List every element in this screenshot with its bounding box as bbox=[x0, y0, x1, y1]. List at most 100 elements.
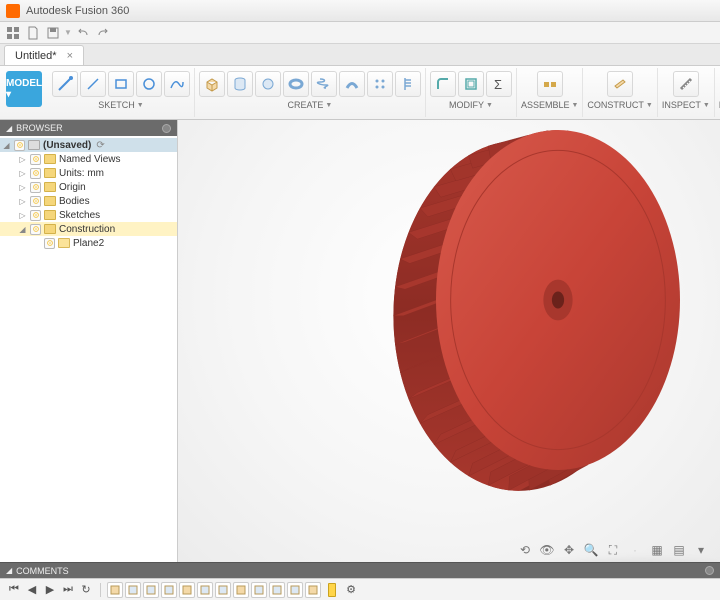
qat-dropdown-icon[interactable]: ▼ bbox=[64, 28, 72, 37]
measure-tool-button[interactable] bbox=[673, 71, 699, 97]
tree-node-bodies[interactable]: ▷Bodies bbox=[0, 194, 177, 208]
app-logo-icon bbox=[6, 4, 20, 18]
ribbon-toolbar: MODEL ▾ SKETCH▼ CREATE▼ ΣMODIFY▼ ASSEMBLE▼ C… bbox=[0, 66, 720, 120]
quick-access-toolbar: ▼ bbox=[0, 22, 720, 44]
ribbon-group-label[interactable]: MODIFY▼ bbox=[449, 100, 493, 110]
tree-node-plane2[interactable]: Plane2 bbox=[0, 236, 177, 250]
ribbon-group-sketch: SKETCH▼ bbox=[48, 68, 195, 117]
coil-tool-button[interactable] bbox=[311, 71, 337, 97]
timeline-op-6[interactable] bbox=[215, 582, 231, 598]
tree-node-named-views[interactable]: ▷Named Views bbox=[0, 152, 177, 166]
timeline-play-0[interactable]: ⏮ bbox=[6, 582, 22, 598]
pan-icon[interactable]: ✥ bbox=[560, 542, 578, 558]
browser-collapse-icon[interactable]: ◢ bbox=[6, 124, 12, 133]
timeline-play-3[interactable]: ⏭ bbox=[60, 582, 76, 598]
sphere-tool-button[interactable] bbox=[255, 71, 281, 97]
ribbon-group-label[interactable]: CONSTRUCT▼ bbox=[587, 100, 652, 110]
spline-tool-button[interactable] bbox=[164, 71, 190, 97]
pipe-tool-button[interactable] bbox=[339, 71, 365, 97]
navigation-bar: ⟲ 👁 ✥ 🔍 ⛶ · ▦ ▤ ▾ bbox=[516, 542, 710, 558]
workspace: ◢ BROWSER ◢(Unsaved)⟳▷Named Views▷Units: … bbox=[0, 120, 720, 562]
browser-header[interactable]: ◢ BROWSER bbox=[0, 120, 177, 136]
fillet-tool-button[interactable] bbox=[430, 71, 456, 97]
comments-label: COMMENTS bbox=[16, 566, 69, 576]
timeline-op-5[interactable] bbox=[197, 582, 213, 598]
browser-options-icon[interactable] bbox=[162, 124, 171, 133]
undo-icon[interactable] bbox=[74, 24, 92, 42]
tab-untitled[interactable]: Untitled* × bbox=[4, 45, 84, 65]
timeline-op-4[interactable] bbox=[179, 582, 195, 598]
timeline-op-1[interactable] bbox=[125, 582, 141, 598]
look-icon[interactable]: 👁 bbox=[538, 542, 556, 558]
tab-close-icon[interactable]: × bbox=[67, 50, 73, 62]
ribbon-group-create: CREATE▼ bbox=[195, 68, 426, 117]
sketch-tool-button[interactable] bbox=[52, 71, 78, 97]
tree-node-origin[interactable]: ▷Origin bbox=[0, 180, 177, 194]
ribbon-group-label[interactable]: CREATE▼ bbox=[288, 100, 333, 110]
camera-icon[interactable]: ▾ bbox=[692, 542, 710, 558]
browser-tree: ◢(Unsaved)⟳▷Named Views▷Units: mm▷Origin… bbox=[0, 136, 177, 252]
ribbon-group-modify: ΣMODIFY▼ bbox=[426, 68, 517, 117]
box-tool-button[interactable] bbox=[199, 71, 225, 97]
tree-node-units-mm[interactable]: ▷Units: mm bbox=[0, 166, 177, 180]
save-icon[interactable] bbox=[44, 24, 62, 42]
browser-panel: ◢ BROWSER ◢(Unsaved)⟳▷Named Views▷Units: … bbox=[0, 120, 178, 562]
orbit-icon[interactable]: ⟲ bbox=[516, 542, 534, 558]
timeline-play-1[interactable]: ◀ bbox=[24, 582, 40, 598]
data-panel-icon[interactable] bbox=[4, 24, 22, 42]
timeline-marker[interactable] bbox=[328, 583, 336, 597]
assemble-tool-button[interactable] bbox=[537, 71, 563, 97]
ribbon-group-assemble: ASSEMBLE▼ bbox=[517, 68, 583, 117]
ribbon-group-label[interactable]: ASSEMBLE▼ bbox=[521, 100, 578, 110]
timeline-op-9[interactable] bbox=[269, 582, 285, 598]
comments-bar[interactable]: ◢ COMMENTS bbox=[0, 562, 720, 578]
nav-sep: · bbox=[626, 542, 644, 558]
timeline-op-11[interactable] bbox=[305, 582, 321, 598]
tree-root[interactable]: ◢(Unsaved)⟳ bbox=[0, 138, 177, 152]
grid-icon[interactable]: ▤ bbox=[670, 542, 688, 558]
timeline-op-10[interactable] bbox=[287, 582, 303, 598]
tree-node-construction[interactable]: ◢Construction bbox=[0, 222, 177, 236]
line-tool-button[interactable] bbox=[80, 71, 106, 97]
timeline-op-3[interactable] bbox=[161, 582, 177, 598]
browser-title: BROWSER bbox=[16, 123, 63, 133]
fit-icon[interactable]: ⛶ bbox=[604, 542, 622, 558]
timeline: ⏮◀▶⏭↻ ⚙ bbox=[0, 578, 720, 600]
ribbon-group-label[interactable]: SKETCH▼ bbox=[98, 100, 143, 110]
viewport-3d[interactable]: ⟲ 👁 ✥ 🔍 ⛶ · ▦ ▤ ▾ bbox=[178, 120, 720, 562]
rect-tool-button[interactable] bbox=[108, 71, 134, 97]
circle-tool-button[interactable] bbox=[136, 71, 162, 97]
timeline-settings-icon[interactable]: ⚙ bbox=[343, 582, 359, 598]
display-icon[interactable]: ▦ bbox=[648, 542, 666, 558]
sigma-tool-button[interactable]: Σ bbox=[486, 71, 512, 97]
ribbon-group-insert: INSERT▼ bbox=[715, 68, 720, 117]
ribbon-group-inspect: INSPECT▼ bbox=[658, 68, 715, 117]
shell-tool-button[interactable] bbox=[458, 71, 484, 97]
file-icon[interactable] bbox=[24, 24, 42, 42]
document-tabs: Untitled* × bbox=[0, 44, 720, 66]
tab-label: Untitled* bbox=[15, 50, 57, 62]
timeline-play-4[interactable]: ↻ bbox=[78, 582, 94, 598]
svg-text:Σ: Σ bbox=[494, 77, 502, 92]
thread-tool-button[interactable] bbox=[395, 71, 421, 97]
workspace-switcher-button[interactable]: MODEL ▾ bbox=[6, 71, 42, 107]
app-title: Autodesk Fusion 360 bbox=[26, 5, 129, 17]
comments-collapse-icon[interactable]: ◢ bbox=[6, 566, 12, 575]
cyl-tool-button[interactable] bbox=[227, 71, 253, 97]
timeline-op-8[interactable] bbox=[251, 582, 267, 598]
ribbon-group-construct: CONSTRUCT▼ bbox=[583, 68, 657, 117]
timeline-op-0[interactable] bbox=[107, 582, 123, 598]
pattern-tool-button[interactable] bbox=[367, 71, 393, 97]
timeline-op-7[interactable] bbox=[233, 582, 249, 598]
model-pulley bbox=[178, 120, 718, 562]
ribbon-group-label[interactable]: INSPECT▼ bbox=[662, 100, 710, 110]
timeline-op-2[interactable] bbox=[143, 582, 159, 598]
zoom-icon[interactable]: 🔍 bbox=[582, 542, 600, 558]
redo-icon[interactable] bbox=[94, 24, 112, 42]
tree-node-sketches[interactable]: ▷Sketches bbox=[0, 208, 177, 222]
timeline-play-2[interactable]: ▶ bbox=[42, 582, 58, 598]
comments-options-icon[interactable] bbox=[705, 566, 714, 575]
timeline-sep bbox=[100, 583, 101, 597]
torus-tool-button[interactable] bbox=[283, 71, 309, 97]
plane-tool-button[interactable] bbox=[607, 71, 633, 97]
